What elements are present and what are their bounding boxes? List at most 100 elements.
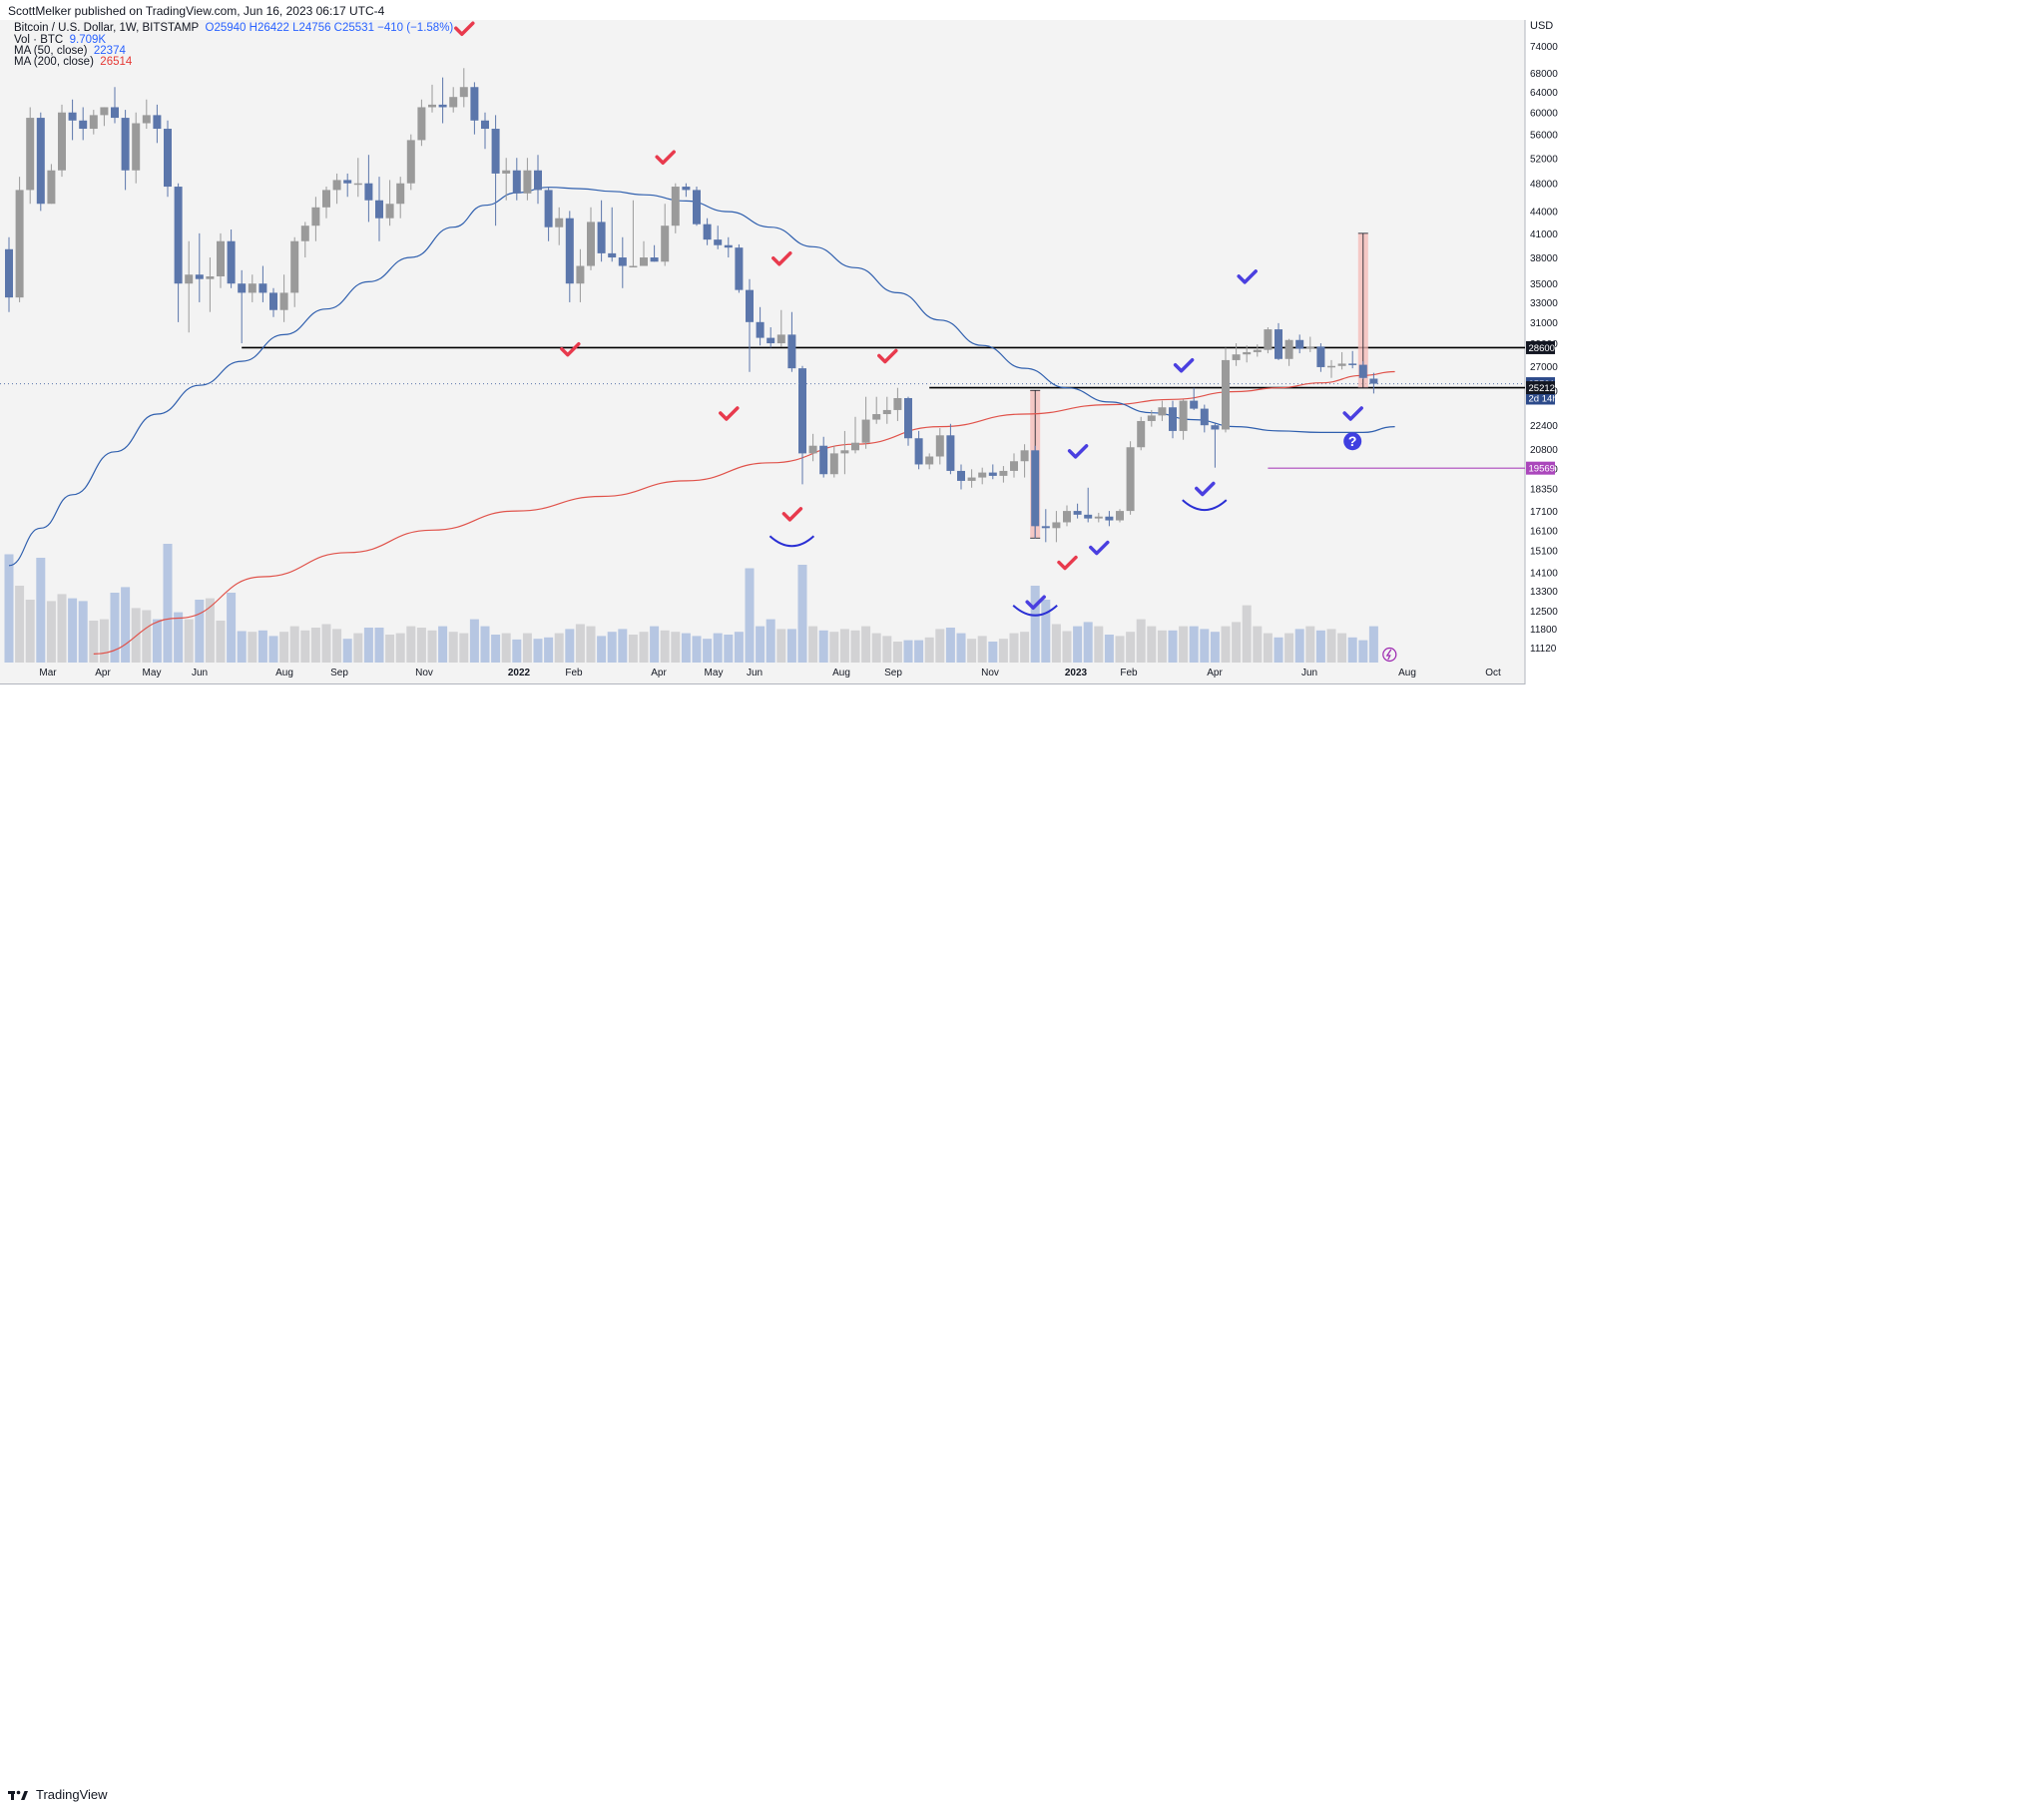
candle-body: [597, 222, 606, 253]
candle: [608, 207, 617, 262]
volume-bar: [945, 628, 955, 663]
volume-bar: [998, 639, 1008, 663]
price-tag-label: 28600: [1529, 343, 1555, 354]
candle-body: [988, 472, 997, 476]
volume-bar: [1104, 635, 1114, 663]
legend-ma200-value: 26514: [100, 56, 133, 68]
volume-bar: [776, 629, 786, 663]
price-tick-label: 60000: [1530, 109, 1558, 120]
candle: [682, 183, 691, 198]
candle-body: [195, 274, 204, 279]
candle: [111, 87, 119, 124]
candle: [459, 68, 468, 108]
price-chart[interactable]: USD ? 74000 68000 64000 60000 56000 52000 4800…: [0, 0, 2044, 892]
tradingview-logo[interactable]: TradingView: [8, 1787, 108, 1802]
candle: [523, 158, 532, 201]
volume-bar: [257, 630, 267, 663]
published-note: ScottMelker published on TradingView.com…: [8, 4, 385, 18]
volume-bar: [332, 629, 342, 663]
candle: [417, 99, 426, 147]
candle: [650, 244, 659, 262]
price-tick-label: 74000: [1530, 42, 1558, 53]
candle: [164, 120, 172, 198]
candle-body: [1179, 400, 1188, 431]
legend-volume-line: Vol · BTC 9.709K: [14, 34, 106, 46]
volume-bar: [89, 621, 99, 663]
candle: [491, 115, 500, 226]
candle-body: [1073, 511, 1082, 515]
candle-body: [322, 190, 330, 208]
candle: [1041, 509, 1050, 543]
candle: [1337, 351, 1346, 370]
candle: [1137, 416, 1146, 451]
candle-body: [1094, 516, 1103, 519]
candle: [851, 416, 859, 454]
candle-body: [481, 120, 489, 130]
volume-bar: [797, 565, 807, 663]
time-tick-label: Jun: [1301, 668, 1317, 678]
candle: [311, 197, 320, 241]
volume-bar: [597, 636, 607, 663]
volume-bar: [839, 629, 849, 663]
candle-body: [79, 120, 88, 130]
candle-body: [121, 118, 130, 171]
blue-check-icon: [1237, 269, 1258, 284]
time-tick-label: Mar: [39, 668, 57, 678]
time-tick-label: Oct: [1485, 668, 1501, 678]
price-tick-label: 31000: [1530, 318, 1558, 329]
candle-body: [1284, 339, 1293, 359]
candle-body: [290, 240, 299, 293]
price-tick-label: 12500: [1530, 607, 1558, 618]
volume-bar: [533, 639, 543, 663]
candle-body: [417, 107, 426, 141]
candle-body: [353, 183, 362, 186]
candle-body: [1147, 415, 1156, 421]
candle: [1358, 361, 1367, 380]
candle: [322, 187, 330, 219]
price-tag-box: [1526, 340, 1555, 354]
candle: [565, 211, 574, 302]
candle: [217, 232, 225, 288]
volume-bar: [1030, 586, 1040, 663]
volume-bar: [808, 626, 818, 663]
price-tick-label: 27000: [1530, 362, 1558, 373]
legend-vol-label: Vol · BTC: [14, 34, 64, 46]
price-tick-label: 18350: [1530, 485, 1558, 496]
volume-bar: [46, 601, 56, 663]
candle: [258, 265, 267, 302]
candle: [808, 433, 817, 462]
candle: [1190, 387, 1199, 410]
candle-body: [375, 200, 383, 219]
candle: [1243, 345, 1252, 363]
volume-bar: [15, 586, 25, 663]
candle-body: [438, 104, 447, 108]
price-tag-box: [1526, 461, 1555, 475]
candle-body: [808, 445, 817, 454]
volume-bar: [1051, 624, 1061, 663]
candle-body: [1063, 511, 1071, 523]
candle-body: [185, 274, 194, 284]
candle-body: [364, 183, 373, 201]
red-check-icon: [771, 250, 792, 266]
blue-check-icon: [1173, 358, 1195, 373]
candle-body: [724, 244, 733, 248]
volume-bar: [310, 628, 320, 663]
volume-bar: [1147, 626, 1157, 663]
question-icon: [1343, 432, 1362, 451]
candle: [925, 453, 934, 470]
price-tag: 2d 14h: [1526, 391, 1558, 405]
candle: [914, 430, 923, 470]
candle-body: [1243, 351, 1252, 355]
candle: [893, 387, 902, 421]
candle-body: [555, 218, 564, 227]
candle-body: [703, 224, 712, 240]
candle: [238, 269, 247, 344]
volume-bar: [766, 619, 775, 663]
volume-bar: [152, 619, 162, 663]
volume-bar: [882, 636, 892, 663]
candle: [121, 110, 130, 191]
bottom-arc: [768, 535, 815, 548]
candle-body: [693, 190, 701, 225]
volume-bar: [342, 639, 352, 663]
candle: [332, 173, 341, 205]
